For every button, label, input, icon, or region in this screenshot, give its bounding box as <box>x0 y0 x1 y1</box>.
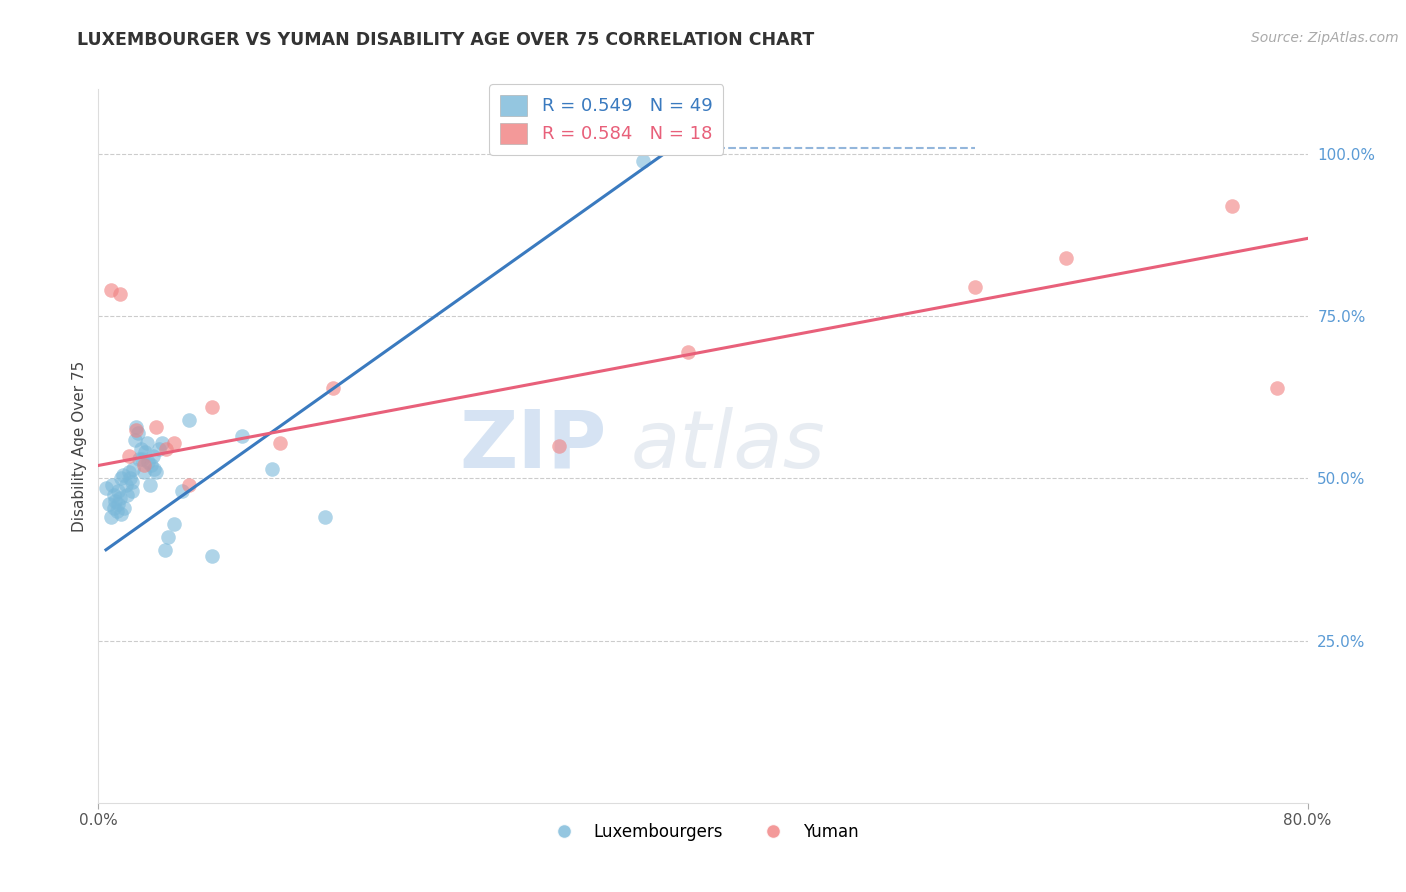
Point <box>100 510 122 524</box>
Point <box>314 510 336 524</box>
Point <box>965 280 987 294</box>
Point <box>231 429 253 443</box>
Point <box>125 419 148 434</box>
Point <box>141 458 163 473</box>
Point <box>112 500 135 515</box>
Point <box>163 516 186 531</box>
Point <box>1054 251 1077 265</box>
Point <box>120 471 142 485</box>
Point <box>122 461 145 475</box>
Point <box>128 452 150 467</box>
Point <box>548 439 571 453</box>
Point <box>153 542 176 557</box>
Point <box>155 442 177 457</box>
Point <box>103 500 125 515</box>
Point <box>118 449 141 463</box>
Point <box>262 461 284 475</box>
Legend: Luxembourgers, Yuman: Luxembourgers, Yuman <box>540 817 866 848</box>
Point <box>124 433 146 447</box>
Point <box>129 442 152 457</box>
Point <box>1267 381 1289 395</box>
Point <box>108 286 131 301</box>
Point <box>98 497 121 511</box>
Point <box>150 435 173 450</box>
Point <box>105 504 128 518</box>
Point <box>139 478 162 492</box>
Point <box>100 283 122 297</box>
Point <box>121 484 143 499</box>
Point <box>107 497 129 511</box>
Point <box>145 465 167 479</box>
Point <box>142 449 165 463</box>
Point <box>121 475 143 489</box>
Point <box>143 461 166 475</box>
Point <box>132 465 155 479</box>
Point <box>101 478 124 492</box>
Point <box>115 488 138 502</box>
Point <box>163 435 186 450</box>
Point <box>132 458 155 473</box>
Point <box>131 452 153 467</box>
Point <box>201 400 224 414</box>
Point <box>170 484 193 499</box>
Point <box>104 494 127 508</box>
Point <box>114 478 136 492</box>
Point <box>136 455 159 469</box>
Point <box>322 381 344 395</box>
Point <box>179 478 201 492</box>
Point <box>125 423 148 437</box>
Point <box>148 442 170 457</box>
Point <box>110 507 132 521</box>
Point <box>156 530 179 544</box>
Point <box>676 345 699 359</box>
Point <box>108 491 131 505</box>
Text: Source: ZipAtlas.com: Source: ZipAtlas.com <box>1251 31 1399 45</box>
Point <box>111 468 134 483</box>
Point <box>145 419 167 434</box>
Point <box>135 435 157 450</box>
Point <box>269 435 291 450</box>
Point <box>107 484 129 499</box>
Text: atlas: atlas <box>630 407 825 485</box>
Point <box>631 153 654 168</box>
Point <box>179 413 201 427</box>
Point <box>103 488 125 502</box>
Point <box>134 445 156 459</box>
Point <box>1220 199 1243 213</box>
Text: LUXEMBOURGER VS YUMAN DISABILITY AGE OVER 75 CORRELATION CHART: LUXEMBOURGER VS YUMAN DISABILITY AGE OVE… <box>77 31 814 49</box>
Point <box>127 425 149 440</box>
Point <box>110 471 132 485</box>
Point <box>201 549 224 564</box>
Point <box>118 465 141 479</box>
Text: ZIP: ZIP <box>458 407 606 485</box>
Y-axis label: Disability Age Over 75: Disability Age Over 75 <box>72 360 87 532</box>
Point <box>94 481 117 495</box>
